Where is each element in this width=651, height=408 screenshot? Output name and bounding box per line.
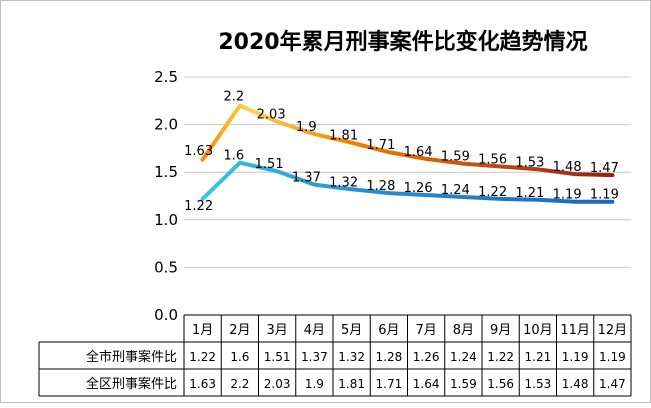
data-label: 2.03 — [257, 108, 286, 123]
x-category-label: 1月 — [192, 323, 213, 338]
x-category-label: 4月 — [304, 323, 325, 338]
x-category-label: 12月 — [598, 323, 628, 338]
legend-label: 全区刑事案件比 — [86, 376, 177, 392]
x-category-label: 8月 — [453, 323, 474, 338]
table-cell: 1.64 — [413, 377, 440, 391]
table-cell: 1.24 — [450, 350, 477, 364]
data-label: 1.24 — [441, 183, 470, 198]
table-cell: 1.37 — [301, 350, 328, 364]
x-category-label: 6月 — [378, 323, 399, 338]
x-category-label: 9月 — [490, 323, 511, 338]
x-category-label: 5月 — [341, 323, 362, 338]
table-cell: 1.59 — [450, 377, 477, 391]
series-line-1 — [200, 160, 615, 204]
data-label: 1.56 — [478, 152, 507, 167]
series-line-2 — [200, 103, 615, 178]
x-category-label: 10月 — [523, 323, 553, 338]
table-cell: 2.03 — [264, 377, 291, 391]
x-category-label: 7月 — [415, 323, 436, 338]
table-cell: 1.6 — [230, 350, 249, 364]
data-label: 1.21 — [515, 186, 544, 201]
data-labels: 1.22 1.6 1.51 1.37 1.32 1.28 1.26 1.24 1.22 1.21 1… — [184, 90, 619, 214]
data-label: 1.22 — [184, 199, 213, 214]
series-lines — [200, 103, 615, 204]
data-label: 1.26 — [404, 181, 433, 196]
table-cell: 2.2 — [230, 377, 249, 391]
table-cell: 1.19 — [562, 350, 589, 364]
data-label: 1.32 — [329, 175, 358, 190]
chart-title: 2020年累月刑事案件比变化趋势情况 — [218, 29, 587, 55]
table-cell: 1.63 — [189, 377, 216, 391]
data-label: 2.2 — [224, 90, 245, 105]
table-cell: 1.28 — [376, 350, 403, 364]
data-label: 1.59 — [441, 150, 470, 165]
table-cell: 1.9 — [305, 377, 324, 391]
data-label: 1.37 — [292, 171, 321, 186]
x-category-label: 2月 — [229, 323, 250, 338]
table-cell: 1.22 — [487, 350, 514, 364]
data-label: 1.51 — [255, 157, 284, 172]
table-cell: 1.32 — [338, 350, 365, 364]
x-category-label: 11月 — [560, 323, 590, 338]
y-axis-ticks: 0.0 0.5 1.0 1.5 2.0 2.5 — [154, 68, 178, 324]
table-cell: 1.47 — [599, 377, 626, 391]
table-cell: 1.21 — [525, 350, 552, 364]
data-label: 1.64 — [404, 145, 433, 160]
table-cell: 1.51 — [264, 350, 291, 364]
data-label: 1.22 — [478, 185, 507, 200]
data-label: 1.19 — [553, 188, 582, 203]
y-tick-label: 1.5 — [154, 163, 178, 181]
table-cell: 1.26 — [413, 350, 440, 364]
data-label: 1.81 — [329, 129, 358, 144]
data-label: 1.71 — [366, 138, 395, 153]
table-cell: 1.71 — [376, 377, 403, 391]
table-cell: 1.19 — [599, 350, 626, 364]
data-label: 1.48 — [553, 160, 582, 175]
table-cell: 1.53 — [525, 377, 552, 391]
table-cell: 1.48 — [562, 377, 589, 391]
data-label: 1.9 — [296, 120, 317, 135]
y-tick-label: 0.0 — [154, 306, 178, 324]
data-label: 1.47 — [590, 161, 619, 176]
data-label: 1.63 — [184, 144, 213, 159]
table-cell: 1.56 — [487, 377, 514, 391]
x-category-label: 3月 — [266, 323, 287, 338]
data-label: 1.19 — [590, 188, 619, 203]
data-label: 1.28 — [366, 179, 395, 194]
y-tick-label: 0.5 — [154, 258, 178, 276]
legend-label: 全市刑事案件比 — [86, 349, 177, 365]
y-tick-label: 2.5 — [154, 68, 178, 86]
data-label: 1.53 — [515, 155, 544, 170]
table-cell: 1.22 — [189, 350, 216, 364]
y-tick-label: 1.0 — [154, 211, 178, 229]
y-tick-label: 2.0 — [154, 116, 178, 134]
data-label: 1.6 — [224, 149, 245, 164]
table-cell: 1.81 — [338, 377, 365, 391]
